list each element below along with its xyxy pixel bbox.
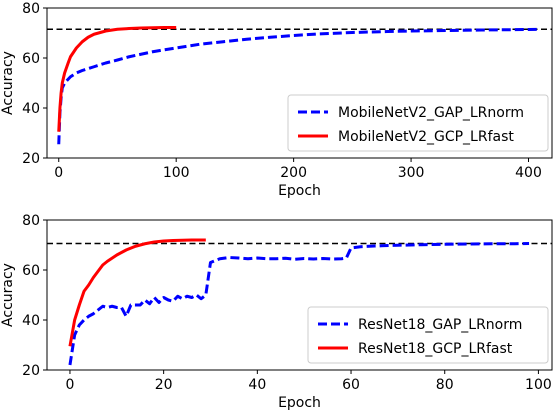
y-tick-label: 80 xyxy=(22,1,40,17)
y-axis-label: Accuracy xyxy=(0,51,16,115)
series-line-2 xyxy=(57,26,177,132)
x-tick-label: 100 xyxy=(525,377,552,393)
y-tick-label: 40 xyxy=(22,313,40,329)
x-tick-label: 40 xyxy=(248,377,266,393)
x-tick-label: 300 xyxy=(398,165,425,181)
y-tick-label: 80 xyxy=(22,213,40,229)
y-tick-label: 60 xyxy=(22,51,40,67)
x-tick-label: 0 xyxy=(54,165,63,181)
y-axis-label: Accuracy xyxy=(0,263,16,327)
legend-label-1: MobileNetV2_GAP_LRnorm xyxy=(338,105,524,121)
x-axis-label: Epoch xyxy=(278,395,321,411)
series-line-1 xyxy=(57,27,541,145)
x-axis-label: Epoch xyxy=(278,183,321,199)
legend-label-2: ResNet18_GCP_LRfast xyxy=(358,341,513,357)
plot-frame xyxy=(46,219,553,371)
legend-box xyxy=(307,306,549,364)
legend: MobileNetV2_GAP_LRnorm MobileNetV2_GCP_LR… xyxy=(287,94,549,152)
chart-panel-1: 0 100 200 300 400 20 40 60 80 Epoch Accuracy Mobile… xyxy=(0,1,553,199)
x-tick-label: 400 xyxy=(515,165,542,181)
legend-label-2: MobileNetV2_GCP_LRfast xyxy=(338,129,514,145)
x-tick-label: 0 xyxy=(65,377,74,393)
legend-label-1: ResNet18_GAP_LRnorm xyxy=(358,317,522,333)
series-line-1 xyxy=(68,242,530,366)
x-tick-label: 60 xyxy=(342,377,360,393)
series-line-2 xyxy=(68,238,206,347)
x-tick-label: 80 xyxy=(436,377,454,393)
y-tick-label: 60 xyxy=(22,263,40,279)
y-tick-label: 20 xyxy=(22,363,40,379)
x-tick-label: 200 xyxy=(280,165,307,181)
chart-panel-2: 0 20 40 60 80 100 20 40 60 80 Epoch Accuracy ResNet1… xyxy=(0,213,553,411)
x-tick-label: 100 xyxy=(163,165,190,181)
y-tick-label: 20 xyxy=(22,151,40,167)
legend: ResNet18_GAP_LRnorm ResNet18_GCP_LRfast xyxy=(307,306,549,364)
x-tick-label: 20 xyxy=(155,377,173,393)
y-tick-label: 40 xyxy=(22,101,40,117)
plot-frame xyxy=(46,7,553,159)
legend-box xyxy=(287,94,549,152)
